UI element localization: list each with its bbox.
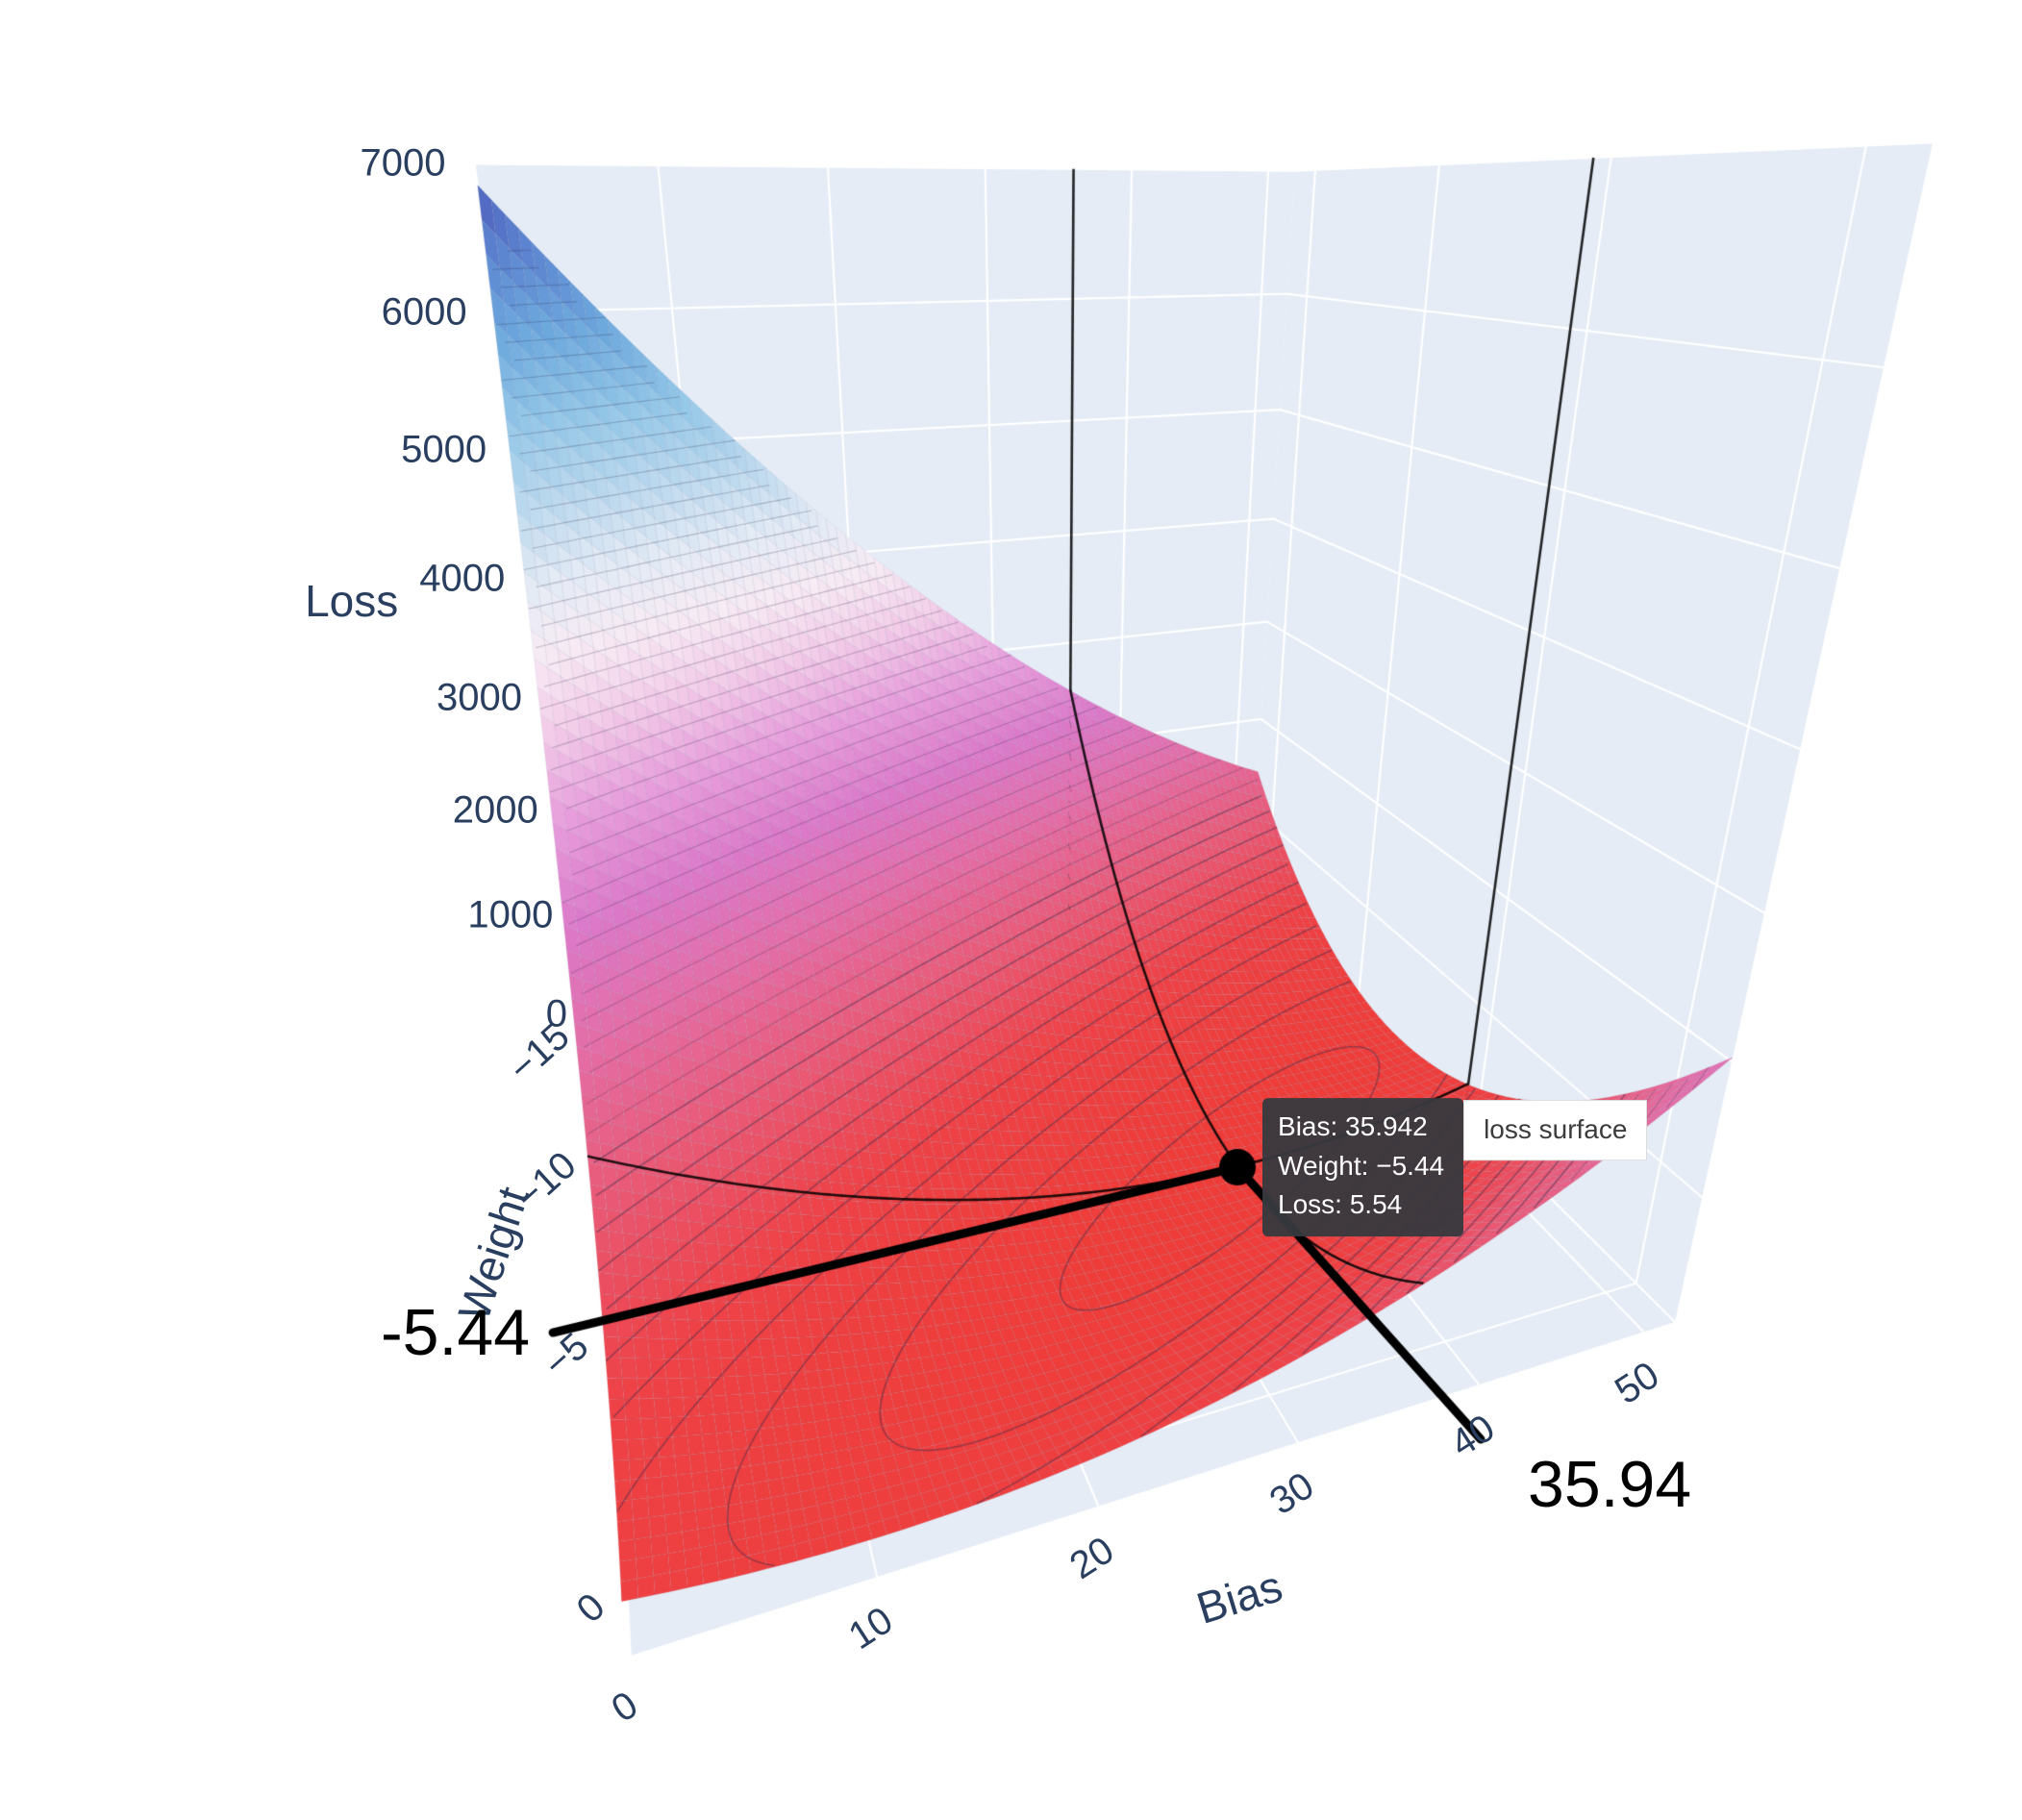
z-tick-label: 7000 [360,141,446,185]
hover-tooltip: Bias: 35.942 Weight: −5.44 Loss: 5.54 lo… [1262,1098,1648,1236]
z-tick-label: 0 [545,992,568,1035]
z-tick-label: 6000 [381,290,467,334]
z-tick-label: 2000 [452,788,538,832]
tooltip-trace-label: loss surface [1463,1100,1648,1160]
annotation-bias-value: 35.94 [1528,1448,1692,1522]
tooltip-bias-line: Bias: 35.942 [1278,1111,1428,1142]
annotation-weight-value: -5.44 [381,1296,531,1370]
tooltip-weight-line: Weight: −5.44 [1278,1150,1445,1181]
z-tick-label: 4000 [419,557,506,600]
z-tick-label: 1000 [467,893,554,936]
z-axis-title: Loss [305,576,399,627]
z-tick-label: 5000 [401,428,487,471]
z-tick-label: 3000 [437,676,523,719]
tooltip-body: Bias: 35.942 Weight: −5.44 Loss: 5.54 [1262,1098,1464,1236]
tooltip-loss-line: Loss: 5.54 [1278,1189,1403,1220]
